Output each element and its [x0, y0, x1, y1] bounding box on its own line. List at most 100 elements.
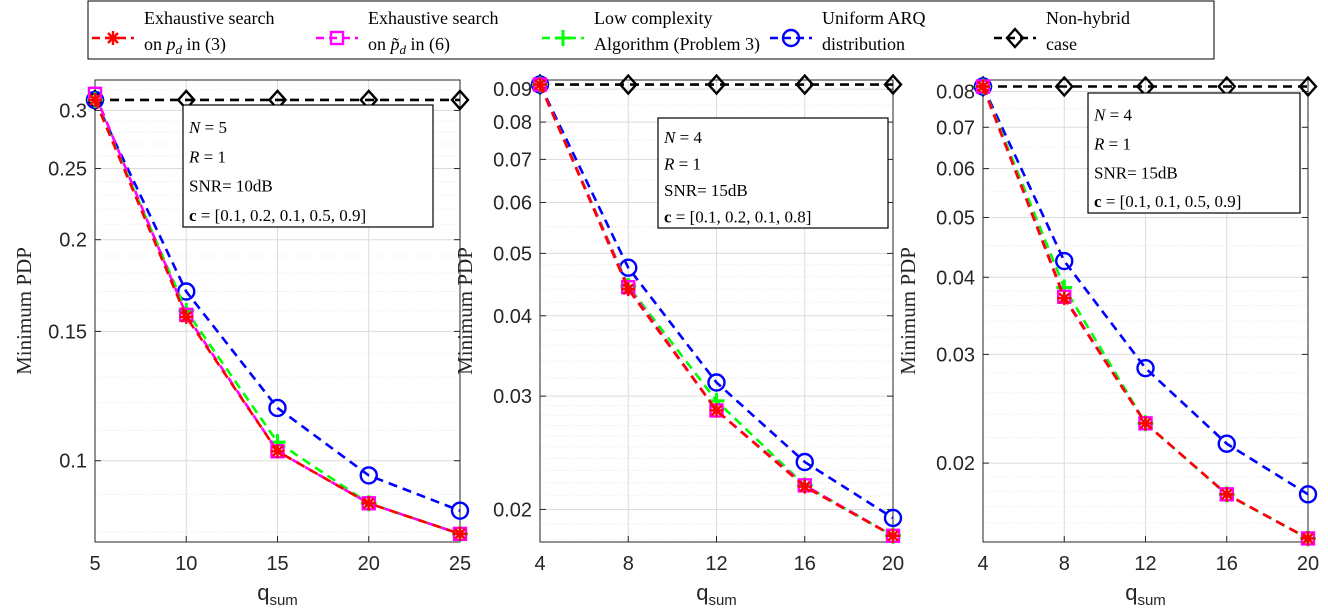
param-n: N = 4	[1093, 105, 1132, 124]
legend-label-line1: Exhaustive search	[368, 8, 498, 28]
y-tick-label: 0.05	[493, 243, 532, 265]
legend-marker-asterisk	[106, 31, 120, 45]
y-tick-label: 0.08	[493, 112, 532, 134]
y-tick-label: 0.06	[936, 159, 975, 181]
legend-entry-exh_tpd: Exhaustive search on p̃d in (6)	[316, 8, 498, 57]
param-c: c = [0.1, 0.2, 0.1, 0.8]	[664, 208, 811, 227]
data-point-asterisk	[709, 403, 724, 418]
legend-marker-circle	[781, 28, 801, 48]
y-tick-label: 0.1	[59, 451, 87, 473]
series-line	[93, 93, 461, 536]
data-point-circle	[883, 508, 903, 528]
parameter-box: N = 5 R = 1 SNR= 10dB c = [0.1, 0.2, 0.1, 0…	[182, 104, 434, 228]
x-tick-label: 5	[89, 553, 100, 575]
data-point-asterisk	[361, 496, 376, 511]
parameter-box: N = 4 R = 1 SNR= 15dB c = [0.1, 0.2, 0.1, 0…	[657, 117, 889, 229]
y-tick-label: 0.05	[936, 207, 975, 229]
y-tick-label: 0.04	[493, 306, 532, 328]
data-point-circle	[1136, 358, 1155, 378]
data-point-asterisk	[1138, 416, 1153, 431]
data-point-circle	[795, 452, 814, 472]
param-snr: SNR= 15dB	[1094, 163, 1178, 182]
x-tick-label: 8	[623, 553, 634, 575]
y-axis-label: Minimum PDP	[12, 247, 36, 375]
y-tick-label: 0.02	[493, 499, 532, 521]
param-snr: SNR= 10dB	[189, 177, 273, 196]
x-tick-label: 15	[266, 553, 288, 575]
parameter-box-frame	[182, 104, 434, 228]
legend-label-line1: Non-hybrid	[1046, 8, 1130, 28]
parameter-box-frame	[657, 117, 889, 229]
x-tick-label: 25	[449, 553, 471, 575]
legend-label-line2: case	[1046, 34, 1077, 54]
data-point-circle	[1055, 251, 1074, 271]
data-point-asterisk	[179, 309, 194, 324]
data-point-asterisk	[886, 528, 900, 543]
data-point-asterisk	[797, 479, 812, 494]
data-point-asterisk	[453, 526, 467, 541]
legend-entry-uni: Uniform ARQ distribution	[770, 8, 926, 54]
data-point-circle	[359, 466, 378, 485]
series-exh_pd	[88, 92, 467, 541]
data-point-circle	[268, 398, 287, 418]
legend-label-line2: Algorithm (Problem 3)	[594, 34, 760, 55]
data-point-asterisk	[270, 444, 285, 459]
legend-label-line2: distribution	[822, 34, 905, 54]
x-tick-label: 4	[534, 553, 545, 575]
data-point-asterisk	[88, 92, 102, 107]
y-tick-label: 0.2	[59, 230, 87, 252]
legend-box	[87, 0, 1215, 60]
data-point-diamond	[795, 73, 815, 96]
x-axis-label: qsum	[1125, 580, 1166, 609]
data-point-circle	[1298, 485, 1318, 504]
data-point-asterisk	[1219, 487, 1234, 502]
legend-label-line2: on p̃d in (6)	[368, 34, 450, 57]
y-tick-label: 0.03	[493, 386, 532, 408]
legend-marker-plus	[555, 30, 571, 46]
data-point-circle	[1217, 434, 1236, 453]
x-tick-label: 16	[794, 553, 816, 575]
param-snr: SNR= 15dB	[664, 181, 748, 200]
data-point-asterisk	[533, 77, 547, 92]
y-tick-label: 0.07	[493, 149, 532, 171]
data-point-diamond	[1298, 75, 1318, 98]
legend-marker-diamond	[1005, 27, 1025, 49]
data-point-diamond	[618, 73, 638, 96]
chart-panel-3: 0.02 0.03 0.04 0.05 0.06 0.07 0.08 4 8 12 16 20 qsum…	[896, 75, 1319, 609]
param-r: R = 1	[663, 155, 701, 174]
y-tick-label: 0.06	[493, 192, 532, 214]
x-tick-label: 8	[1059, 553, 1070, 575]
x-axis-label: qsum	[257, 580, 298, 609]
x-tick-label: 10	[175, 553, 197, 575]
legend-entry-lowc: Low complexity Algorithm (Problem 3)	[542, 8, 760, 55]
chart-panel-1: 0.1 0.15 0.2 0.25 0.3 5 10 15 20 25 qsum Minimum PD…	[12, 79, 471, 609]
param-r: R = 1	[188, 147, 226, 166]
data-point-asterisk	[1301, 531, 1315, 546]
param-c: c = [0.1, 0.1, 0.5, 0.9]	[1094, 192, 1241, 211]
param-n: N = 4	[663, 128, 702, 147]
data-point-circle	[707, 373, 726, 392]
legend-label-line1: Uniform ARQ	[822, 8, 926, 28]
legend-label-line1: Exhaustive search	[144, 8, 274, 28]
y-tick-label: 0.15	[48, 321, 87, 343]
series-line	[93, 99, 461, 512]
parameter-box-frame	[1087, 92, 1301, 214]
param-c: c = [0.1, 0.2, 0.1, 0.5, 0.9]	[189, 206, 366, 225]
data-point-diamond	[1054, 75, 1074, 98]
y-axis-label: Minimum PDP	[453, 247, 477, 375]
data-point-asterisk	[621, 282, 636, 297]
y-tick-label: 0.09	[493, 79, 532, 101]
x-tick-label: 16	[1216, 553, 1238, 575]
data-point-circle	[177, 282, 196, 301]
y-tick-label: 0.03	[936, 344, 975, 366]
series-exh_pd	[976, 79, 1315, 546]
data-point-asterisk	[1057, 291, 1072, 306]
data-point-diamond	[450, 89, 470, 111]
param-r: R = 1	[1093, 134, 1131, 153]
y-tick-label: 0.3	[59, 100, 87, 122]
series-line	[981, 85, 1309, 496]
x-tick-label: 4	[977, 553, 988, 575]
x-tick-label: 20	[882, 553, 904, 575]
chart-panel-2: 0.02 0.03 0.04 0.05 0.06 0.07 0.08 0.09 4 8 12 16 20…	[453, 73, 904, 609]
